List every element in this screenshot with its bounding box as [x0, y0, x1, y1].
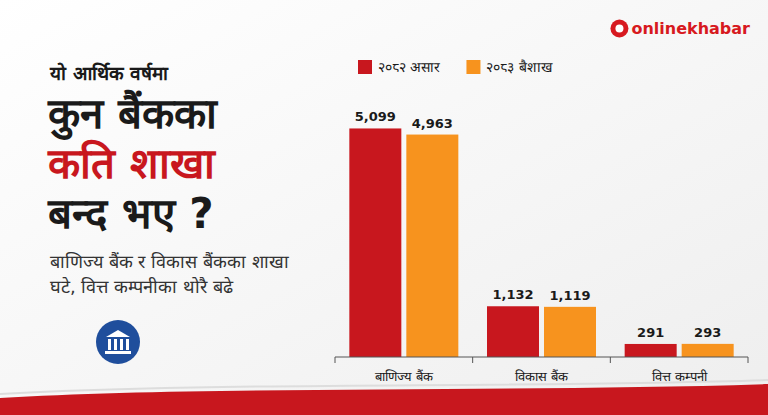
data-label: 293	[694, 325, 721, 340]
brand-logo-inner	[615, 25, 623, 33]
icon-column	[108, 339, 111, 350]
brand-logo	[610, 20, 628, 38]
bar	[406, 135, 458, 357]
subtitle-line: बाणिज्य बैंक र विकास बैंकका शाखा	[50, 251, 289, 272]
legend-label: २०८३ बैशाख	[486, 59, 552, 75]
data-label: 291	[637, 325, 664, 340]
icon-column	[114, 339, 117, 350]
bar	[487, 306, 539, 357]
bars	[349, 128, 733, 357]
icon-column	[126, 339, 129, 350]
data-label: 4,963	[412, 116, 453, 131]
category-separator	[335, 357, 336, 363]
legend-swatch	[466, 60, 480, 74]
kicker: यो आर्थिक वर्षमा	[49, 62, 169, 84]
category-label: बाणिज्य बैंक	[375, 369, 434, 384]
legend-swatch	[358, 60, 372, 74]
icon-roof	[106, 330, 130, 337]
data-label: 1,119	[549, 288, 590, 303]
chart-root: यो आर्थिक वर्षमा कुन बैंककाकति शाखाबन्द भ…	[0, 0, 768, 415]
icon-base	[105, 351, 131, 354]
subtitle-line: घटे, वित्त कम्पनीका थोरै बढे	[50, 276, 234, 297]
category-label: विकास बैंक	[515, 369, 569, 384]
data-label: 1,132	[492, 287, 533, 302]
bar	[682, 344, 734, 357]
bar	[625, 344, 677, 357]
title-line: कुन बैंकका	[47, 89, 219, 140]
title-line: बन्द भए ?	[47, 189, 214, 238]
bank-icon	[96, 320, 140, 364]
background	[0, 0, 768, 415]
legend-label: २०८२ असार	[378, 59, 440, 75]
x-axis-line	[335, 357, 748, 358]
bar	[349, 128, 401, 357]
title-line: कति शाखा	[47, 139, 217, 188]
icon-circle	[96, 320, 140, 364]
category-label: वित्त कम्पनी	[652, 369, 708, 384]
icon-column	[120, 339, 123, 350]
data-label: 5,099	[355, 109, 396, 124]
category-separator	[472, 357, 473, 363]
category-separator	[748, 357, 749, 363]
bar	[544, 307, 596, 357]
category-separator	[610, 357, 611, 363]
brand: onlinekhabar	[631, 19, 750, 38]
